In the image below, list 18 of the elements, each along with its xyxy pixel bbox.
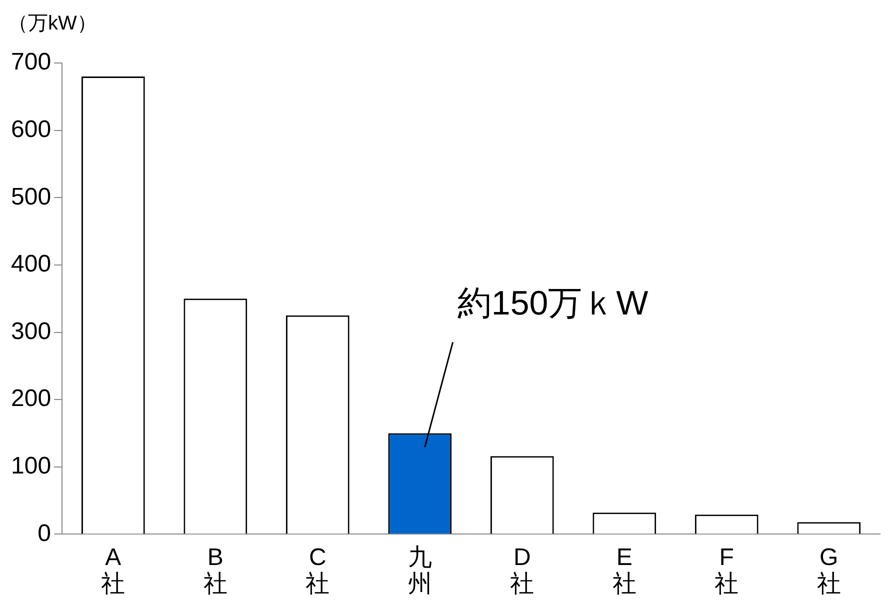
x-tick-label: A社 — [101, 544, 126, 598]
x-tick-label: D社 — [510, 544, 534, 598]
x-tick-label: 九州 — [408, 544, 432, 598]
y-tick-label: 600 — [10, 116, 52, 143]
y-tick-label: 300 — [10, 318, 52, 345]
y-tick-label: 200 — [10, 385, 52, 412]
annotation: 約150万ｋW — [457, 284, 648, 323]
y-tick-label: 500 — [10, 183, 52, 210]
y-tick-label: 700 — [10, 48, 52, 76]
y-tick-label: 0 — [38, 520, 52, 547]
x-tick-label: F社 — [714, 544, 739, 598]
y-tick-label: 400 — [10, 250, 52, 278]
x-tick-label: G社 — [816, 544, 841, 598]
x-tick-label: C社 — [306, 544, 330, 598]
x-tick-label: B社 — [203, 544, 228, 598]
x-tick-label: E社 — [612, 544, 636, 598]
y-tick-label: 100 — [10, 452, 52, 480]
y-axis-title: （万kW） — [8, 12, 97, 35]
